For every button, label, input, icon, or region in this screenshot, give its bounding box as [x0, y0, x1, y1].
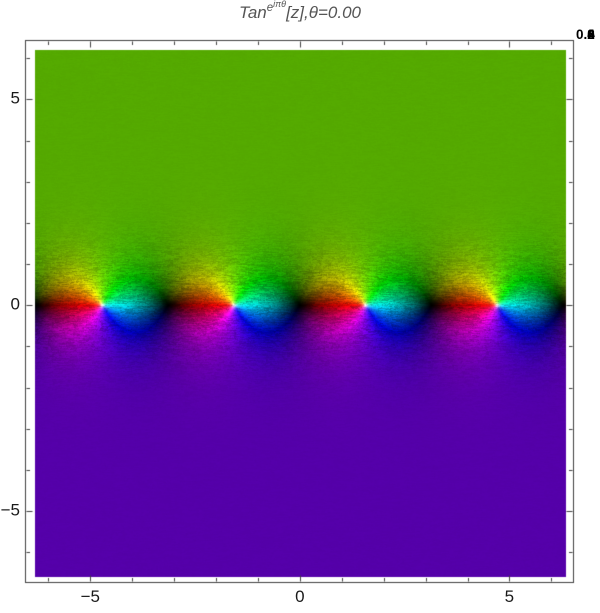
frame-counter-prefix: 0.	[576, 27, 587, 42]
y-axis-tick-label: 0	[11, 295, 20, 315]
title-argument: [z],	[286, 3, 309, 22]
x-axis-tick-label: −5	[81, 587, 100, 607]
title-theta-value: =0.00	[318, 3, 361, 22]
title-exponent: eiπθ	[267, 2, 286, 14]
x-axis-tick-label: 5	[505, 587, 514, 607]
title-function-name: Tan	[239, 3, 267, 22]
frame-counter-overlapped-digits: 02468	[587, 27, 595, 42]
x-axis-tick-label: 0	[295, 587, 304, 607]
overlapped-digit: 8	[587, 27, 595, 42]
plot-page: { "title": { "func": "Tan", "exp_base": …	[0, 0, 600, 613]
y-axis-tick-label: 5	[11, 89, 20, 109]
y-axis-tick-label: −5	[1, 501, 20, 521]
domain-coloring-canvas	[0, 0, 600, 613]
title-exponent-power: iπθ	[273, 0, 286, 9]
plot-title: Taneiπθ[z],θ=0.00	[0, 3, 600, 23]
frame-counter-overlay: 0. 0 2 4 6 8	[576, 27, 595, 42]
title-theta-symbol: θ	[309, 3, 318, 22]
